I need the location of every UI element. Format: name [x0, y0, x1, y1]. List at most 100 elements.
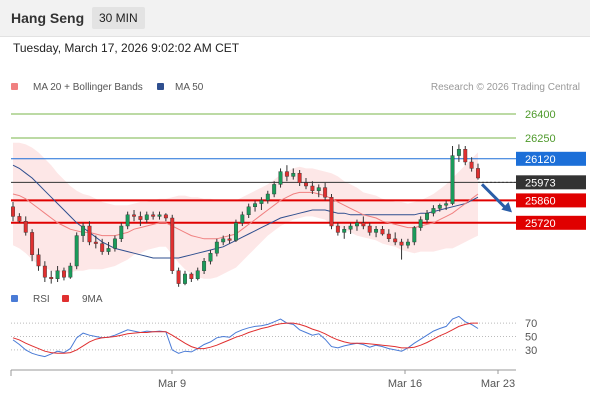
candle-body	[393, 238, 398, 243]
legend-ma50-swatch	[157, 83, 164, 90]
candle-body	[163, 214, 168, 219]
candle-body	[265, 193, 270, 201]
instrument-title: Hang Seng	[11, 10, 85, 26]
candle-body	[367, 225, 372, 233]
rsi-tick-30: 30	[525, 345, 537, 357]
level-badge-25973	[516, 175, 586, 190]
candle-body	[469, 161, 474, 169]
ma20-line	[12, 191, 479, 240]
candle-body	[151, 214, 156, 217]
bollinger-band-area	[13, 142, 478, 279]
candle-body	[11, 206, 15, 217]
candle-body	[463, 148, 468, 163]
candle-body	[189, 273, 194, 280]
candle-body	[361, 222, 366, 227]
candle-body	[399, 241, 404, 246]
candle-body	[380, 228, 385, 235]
level-badge-25860	[516, 193, 586, 208]
candle-body	[119, 225, 124, 240]
candle-body	[355, 222, 359, 227]
rsi-9ma-line	[12, 322, 478, 354]
candle-body	[342, 228, 347, 233]
candle-body	[450, 155, 455, 204]
rsi-tick-70: 70	[525, 318, 537, 330]
candle-body	[81, 225, 86, 236]
candle-body	[55, 270, 60, 279]
level-label-25860: 25860	[525, 195, 556, 207]
candle-body	[253, 203, 258, 208]
level-label-26120: 26120	[525, 154, 556, 166]
forecast-arrow-head	[501, 201, 512, 213]
candle-body	[278, 171, 283, 185]
candle-body	[195, 270, 200, 279]
candle-body	[405, 241, 410, 246]
candle-body	[93, 241, 98, 244]
legend-rsi-swatch	[11, 295, 18, 302]
candle-body	[62, 270, 66, 278]
candle-body	[316, 187, 321, 192]
candle-body	[202, 261, 207, 272]
candle-body	[17, 216, 22, 222]
candle-body	[246, 206, 251, 216]
candle-body	[87, 225, 92, 243]
header-bar: Hang Seng 30 MIN	[0, 0, 590, 37]
level-label-26250: 26250	[525, 133, 556, 145]
candle-body	[259, 200, 264, 204]
candle-body	[444, 203, 449, 206]
candle-body	[374, 228, 379, 233]
level-badge-25720	[516, 215, 586, 230]
candle-body	[310, 185, 315, 192]
ma50-line	[12, 164, 479, 259]
candle-body	[329, 196, 334, 227]
candle-body	[36, 254, 41, 267]
candle-body	[49, 277, 54, 280]
candle-body	[125, 214, 130, 227]
time-axis: Mar 9 Mar 16 Mar 23	[10, 369, 516, 390]
copyright-text: Research © 2026 Trading Central	[431, 82, 580, 93]
candle-body	[144, 214, 149, 220]
candle-body	[132, 214, 136, 217]
interval-button[interactable]: 30 MIN	[92, 7, 145, 29]
candle-body	[431, 208, 436, 214]
timestamp: Tuesday, March 17, 2026 9:02:02 AM CET	[13, 41, 240, 55]
candle-body	[106, 248, 111, 252]
level-badge-26120	[516, 151, 586, 166]
rsi-line	[12, 315, 479, 358]
forecast-arrow-shaft	[480, 183, 508, 210]
x-tick-label: Mar 16	[388, 378, 422, 390]
candle-body	[208, 252, 213, 262]
x-tick-label: Mar 23	[481, 378, 515, 390]
candle-body	[335, 225, 340, 233]
candle-body	[227, 238, 232, 241]
candle-body	[176, 270, 181, 284]
candle-body	[170, 217, 175, 271]
candle-body	[412, 227, 417, 243]
level-label-26400: 26400	[525, 109, 556, 121]
candle-body	[42, 265, 47, 278]
candle-body	[183, 273, 187, 284]
candle-body	[297, 172, 302, 183]
candle-body	[272, 184, 277, 195]
level-label-25720: 25720	[525, 218, 556, 230]
candle-body	[386, 233, 391, 240]
candle-body	[240, 214, 245, 224]
candle-body	[68, 265, 73, 278]
candle-body	[138, 216, 143, 220]
candle-body	[233, 222, 238, 241]
price-plot: 26400 26250 26120 25973 25860 25720	[11, 109, 586, 287]
candle-body	[304, 182, 308, 187]
legend-ma50-label: MA 50	[175, 82, 204, 93]
candle-body	[23, 220, 28, 233]
candle-body	[74, 235, 79, 267]
candle-body	[221, 238, 226, 243]
candle-body	[323, 187, 328, 198]
candle-body	[112, 238, 117, 249]
candle-body	[157, 214, 162, 217]
level-label-25973: 25973	[525, 177, 556, 189]
rsi-tick-50: 50	[525, 332, 537, 344]
legend-9ma-swatch	[62, 295, 69, 302]
candle-body	[456, 148, 461, 156]
candle-body	[30, 232, 35, 255]
